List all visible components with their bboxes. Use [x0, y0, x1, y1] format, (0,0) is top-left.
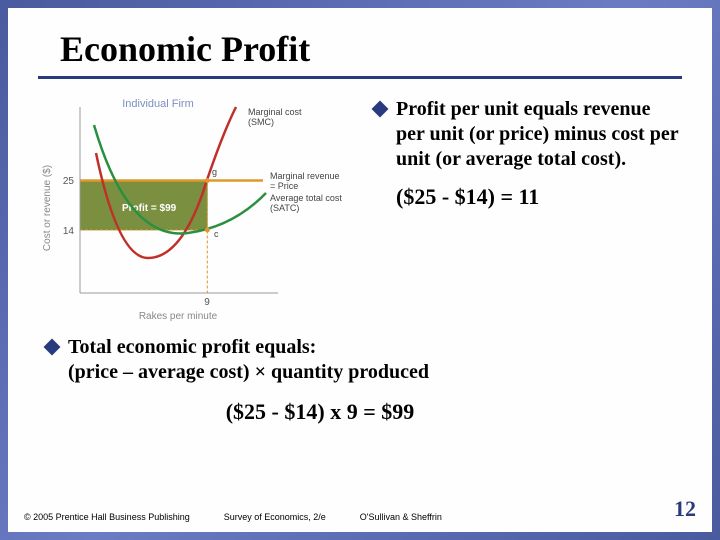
- formula-per-unit: ($25 - $14) = 11: [396, 184, 682, 210]
- point-g-label: g: [212, 167, 217, 177]
- bullet2-text: Total economic profit equals: (price – a…: [68, 335, 429, 385]
- formula-total: ($25 - $14) x 9 = $99: [0, 399, 682, 425]
- slide: Economic Profit Cost or revenue ($) Indi…: [8, 8, 712, 532]
- point-c-label: c: [214, 229, 219, 239]
- mc-label: Marginal cost (SMC): [248, 107, 304, 127]
- footer-authors: O'Sullivan & Sheffrin: [360, 512, 442, 522]
- diamond-bullet-icon: [44, 339, 61, 356]
- footer-book: Survey of Economics, 2/e: [224, 512, 326, 522]
- footer-copyright: © 2005 Prentice Hall Business Publishing: [24, 512, 190, 522]
- bullet2-line1: Total economic profit equals:: [68, 336, 316, 358]
- right-column: Profit per unit equals revenue per unit …: [374, 93, 682, 210]
- bullet-profit-per-unit: Profit per unit equals revenue per unit …: [374, 97, 682, 172]
- point-c-marker: [205, 228, 210, 233]
- x-axis-label: Rakes per minute: [139, 311, 218, 322]
- footer-left: © 2005 Prentice Hall Business Publishing…: [24, 512, 442, 522]
- chart-title: Individual Firm: [122, 98, 194, 110]
- ytick-25: 25: [63, 176, 75, 187]
- chart-panel: Cost or revenue ($) Individual Firm Prof…: [38, 93, 358, 323]
- bullet1-text: Profit per unit equals revenue per unit …: [396, 97, 682, 172]
- content-row: Cost or revenue ($) Individual Firm Prof…: [38, 93, 682, 323]
- footer: © 2005 Prentice Hall Business Publishing…: [24, 496, 696, 522]
- ytick-14: 14: [63, 226, 75, 237]
- bullet2-line2: (price – average cost) × quantity produc…: [68, 361, 429, 383]
- point-g-marker: [205, 178, 210, 183]
- title-underline: [38, 76, 682, 79]
- slide-title: Economic Profit: [60, 28, 682, 70]
- y-axis-label: Cost or revenue ($): [42, 165, 53, 251]
- xtick-9: 9: [204, 297, 210, 308]
- mr-label: Marginal revenue = Price: [270, 171, 342, 191]
- cost-curves-chart: Cost or revenue ($) Individual Firm Prof…: [38, 93, 358, 323]
- page-number: 12: [674, 496, 696, 522]
- bullet-total-profit: Total economic profit equals: (price – a…: [46, 335, 682, 385]
- atc-label: Average total cost (SATC): [270, 193, 344, 213]
- diamond-bullet-icon: [372, 101, 389, 118]
